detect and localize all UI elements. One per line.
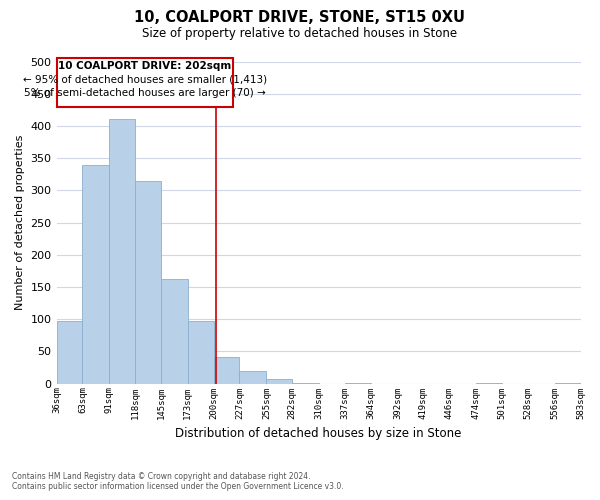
- Bar: [554, 383, 581, 384]
- Bar: [476, 383, 502, 384]
- Bar: [292, 383, 319, 384]
- Text: Contains HM Land Registry data © Crown copyright and database right 2024.: Contains HM Land Registry data © Crown c…: [12, 472, 311, 481]
- Bar: [56, 321, 82, 384]
- Text: Size of property relative to detached houses in Stone: Size of property relative to detached ho…: [142, 28, 458, 40]
- Bar: [82, 164, 109, 384]
- Bar: [266, 379, 292, 384]
- Bar: [214, 356, 239, 384]
- Bar: [345, 383, 371, 384]
- X-axis label: Distribution of detached houses by size in Stone: Distribution of detached houses by size …: [175, 427, 462, 440]
- Bar: [239, 372, 266, 384]
- Text: 10, COALPORT DRIVE, STONE, ST15 0XU: 10, COALPORT DRIVE, STONE, ST15 0XU: [134, 10, 466, 25]
- Text: 10 COALPORT DRIVE: 202sqm: 10 COALPORT DRIVE: 202sqm: [58, 61, 231, 71]
- Bar: [109, 119, 135, 384]
- Bar: [161, 278, 188, 384]
- Text: ← 95% of detached houses are smaller (1,413): ← 95% of detached houses are smaller (1,…: [23, 75, 267, 85]
- Y-axis label: Number of detached properties: Number of detached properties: [15, 135, 25, 310]
- Text: Contains public sector information licensed under the Open Government Licence v3: Contains public sector information licen…: [12, 482, 344, 491]
- Bar: [188, 321, 214, 384]
- Bar: [135, 182, 161, 384]
- Text: 5% of semi-detached houses are larger (70) →: 5% of semi-detached houses are larger (7…: [24, 88, 266, 99]
